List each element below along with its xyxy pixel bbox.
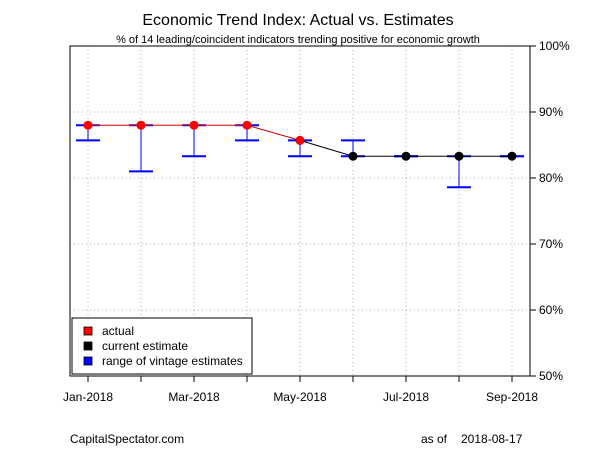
chart-subtitle: % of 14 leading/coincident indicators tr… [116, 34, 480, 46]
x-tick-label-2: Mar-2018 [168, 390, 220, 404]
legend-swatch-current-estimate [83, 341, 93, 351]
point-current-estimate-2 [401, 151, 411, 161]
point-current-estimate-1 [348, 151, 358, 161]
legend-label-actual: actual [102, 324, 134, 338]
y-tick-label-5: 100% [539, 39, 570, 53]
y-tick-label-4: 90% [539, 105, 563, 119]
y-tick-label-3: 80% [539, 171, 563, 185]
y-axis: 50% 60% 70% 80% 90% 100% [530, 39, 570, 383]
footer-date: 2018-08-17 [461, 432, 523, 446]
y-tick-label-0: 50% [539, 369, 563, 383]
x-tick-label-8: Sep-2018 [486, 390, 538, 404]
legend: actual current estimate range of vintage… [71, 317, 253, 375]
point-actual-3 [242, 120, 252, 130]
x-tick-label-4: May-2018 [273, 390, 327, 404]
point-actual-0 [83, 120, 93, 130]
point-current-estimate-4 [507, 151, 517, 161]
legend-swatch-actual [83, 326, 93, 336]
chart-title: Economic Trend Index: Actual vs. Estimat… [142, 12, 453, 29]
x-tick-label-6: Jul-2018 [383, 390, 429, 404]
footer-as-of: as of [421, 432, 448, 446]
footer-source: CapitalSpectator.com [70, 432, 184, 446]
point-actual-4 [295, 135, 305, 145]
legend-label-current-estimate: current estimate [102, 339, 188, 353]
point-actual-1 [136, 120, 146, 130]
legend-label-range: range of vintage estimates [102, 354, 243, 368]
legend-swatch-range [83, 356, 93, 366]
y-tick-label-1: 60% [539, 303, 563, 317]
x-tick-label-0: Jan-2018 [63, 390, 113, 404]
point-current-estimate-3 [454, 151, 464, 161]
legend-box [71, 317, 253, 375]
y-tick-label-2: 70% [539, 237, 563, 251]
x-axis: Jan-2018 Mar-2018 May-2018 Jul-2018 Sep-2018 [63, 376, 538, 404]
series-points [83, 120, 517, 161]
point-actual-2 [189, 120, 199, 130]
